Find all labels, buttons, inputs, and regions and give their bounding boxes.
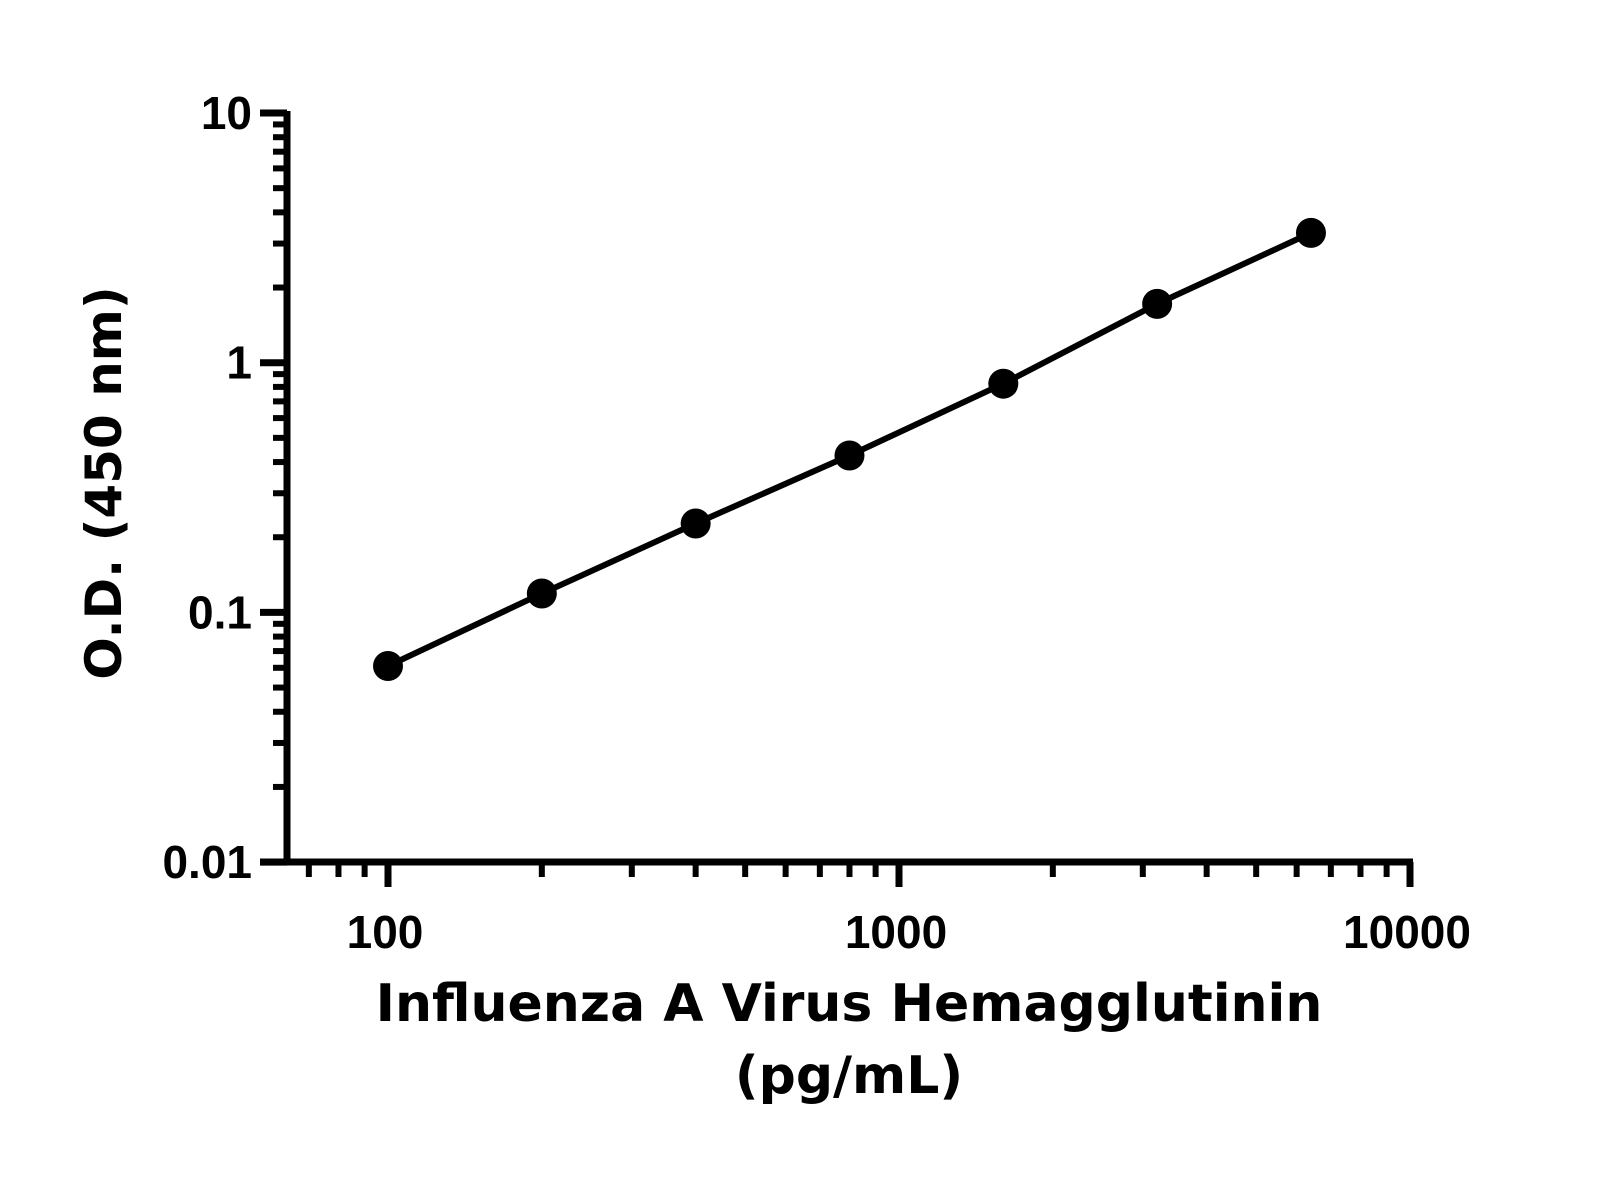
x-tick-labels: 100 1000 10000 xyxy=(347,906,1471,958)
data-point-marker xyxy=(373,651,403,682)
y-tick-label: 10 xyxy=(201,87,252,139)
x-axis-title-line1: Influenza A Virus Hemagglutinin xyxy=(376,974,1323,1034)
data-point-marker xyxy=(1142,288,1173,319)
data-point-marker xyxy=(834,440,865,471)
x-axis-title-line2: (pg/mL) xyxy=(735,1046,963,1106)
x-tick-label: 10000 xyxy=(1343,906,1471,958)
data-series xyxy=(373,217,1326,682)
x-tick-label: 1000 xyxy=(845,906,947,958)
y-axis xyxy=(260,109,291,866)
data-point-marker xyxy=(680,508,711,539)
y-tick-label: 0.1 xyxy=(188,586,252,638)
y-tick-label: 0.01 xyxy=(162,836,252,888)
data-point-marker xyxy=(1295,217,1326,248)
data-point-marker xyxy=(526,578,557,609)
y-axis-title: O.D. (450 nm) xyxy=(75,286,133,679)
x-axis xyxy=(260,858,1414,887)
y-tick-labels: 0.01 0.1 1 10 xyxy=(162,87,252,888)
x-tick-label: 100 xyxy=(347,906,424,958)
y-tick-label: 1 xyxy=(226,337,252,389)
data-point-marker xyxy=(988,368,1019,399)
